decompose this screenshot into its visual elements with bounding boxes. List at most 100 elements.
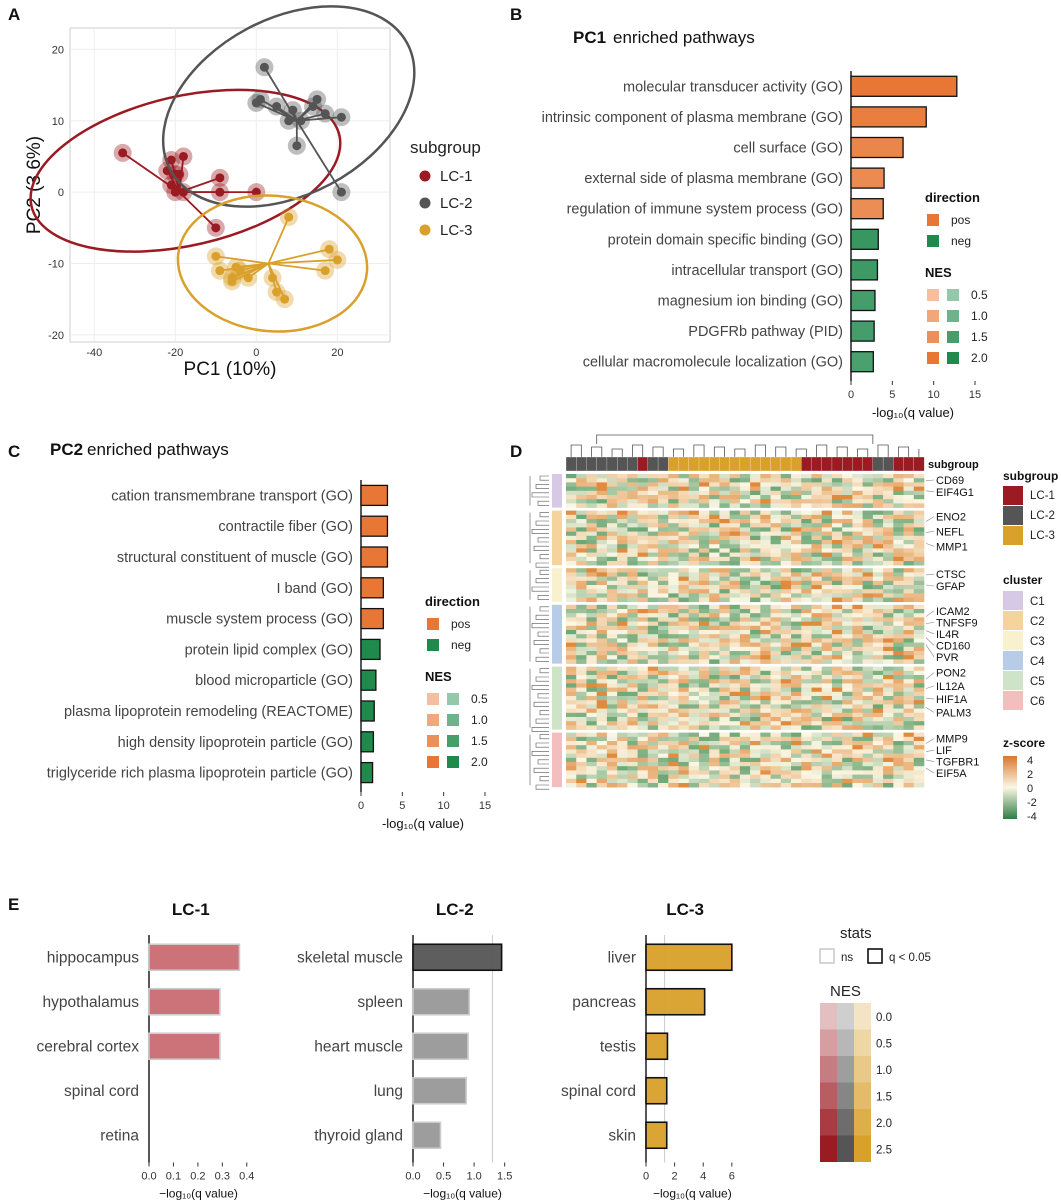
heatmap-cell <box>780 757 792 763</box>
heatmap-cell <box>606 646 618 652</box>
zscore-tick-label: 0 <box>1027 783 1033 795</box>
heatmap-cell <box>770 708 782 714</box>
heatmap-cell <box>903 666 915 672</box>
heatmap-cell <box>637 621 649 627</box>
heatmap-cell <box>780 766 792 771</box>
heatmap-cell <box>647 646 659 652</box>
heatmap-cell <box>903 687 915 693</box>
heatmap-cell <box>852 708 863 714</box>
heatmap-cell <box>842 725 853 730</box>
heatmap-cell <box>801 561 812 566</box>
dendrogram-branch <box>836 446 848 457</box>
heatmap-cell <box>688 762 700 767</box>
heatmap-cell <box>729 523 741 528</box>
heatmap-cell <box>586 589 597 594</box>
data-point-lc-3 <box>215 266 225 276</box>
heatmap-cell <box>719 770 730 775</box>
heatmap-cell <box>586 679 597 684</box>
heatmap-cell <box>872 531 884 537</box>
heatmap-cell <box>658 495 669 500</box>
heatmap-cell <box>780 717 792 722</box>
heatmap-cell <box>903 625 915 631</box>
tissue-bar <box>412 1121 442 1150</box>
heatmap-cell <box>821 642 833 648</box>
heatmap-cell <box>842 585 853 590</box>
heatmap-cell <box>709 749 720 754</box>
heatmap-cell <box>698 589 710 594</box>
heatmap-cell <box>688 609 700 614</box>
heatmap-cell <box>709 691 720 697</box>
heatmap-cell <box>658 490 669 496</box>
heatmap-cell <box>801 749 812 754</box>
heatmap-cell <box>688 634 700 639</box>
heatmap-cell <box>688 766 700 771</box>
heatmap-cell <box>760 696 771 701</box>
tissue-label: lung <box>374 1083 403 1100</box>
heatmap-cell <box>709 638 720 643</box>
heatmap-cell <box>791 670 802 676</box>
heatmap-cell <box>903 753 915 759</box>
heatmap-cell <box>627 552 638 558</box>
heatmap-cell <box>606 696 618 701</box>
heatmap-cell <box>862 757 874 763</box>
heatmap-cell <box>791 514 802 520</box>
heatmap-cell <box>903 535 915 541</box>
heatmap-cell <box>678 741 690 746</box>
heatmap-cell <box>903 597 915 603</box>
heatmap-cell <box>780 617 792 622</box>
heatmap-cell <box>883 708 894 714</box>
heatmap-cell <box>842 531 853 537</box>
heatmap-cell <box>770 589 782 594</box>
heatmap-cell <box>709 604 720 610</box>
heatmap-cell <box>698 700 710 705</box>
heatmap-cell <box>678 544 690 549</box>
heatmap-cell <box>688 597 700 603</box>
heatmap-cell <box>770 617 782 622</box>
gene-label: MMP1 <box>936 541 968 553</box>
heatmap-cell <box>811 597 823 603</box>
dendrogram-branch <box>596 434 874 444</box>
heatmap-cell <box>883 712 894 718</box>
heatmap-cell <box>862 568 874 573</box>
heatmap-cell <box>791 651 802 656</box>
heatmap-cell <box>893 535 904 541</box>
heatmap-cell <box>852 474 863 479</box>
gene-label: TGFBR1 <box>936 757 979 769</box>
heatmap-cell <box>709 655 720 660</box>
heatmap-cell <box>760 552 771 558</box>
heatmap-cell <box>668 741 679 746</box>
heatmap-cell <box>688 519 700 524</box>
direction-swatch-pos <box>427 618 439 630</box>
heatmap-cell <box>658 712 669 718</box>
zscore-colorbar <box>1003 756 1017 819</box>
heatmap-cell <box>606 625 618 631</box>
heatmap-cell <box>586 540 597 545</box>
heatmap-cell <box>596 568 608 573</box>
heatmap-cell <box>831 712 843 718</box>
heatmap-cell <box>637 646 649 652</box>
cluster-block-c4 <box>566 604 925 664</box>
heatmap-cell <box>903 499 915 504</box>
heatmap-cell <box>647 687 659 693</box>
heatmap-cell <box>637 474 649 479</box>
heatmap-cell <box>750 651 761 656</box>
heatmap-cell <box>862 585 874 590</box>
heatmap-cell <box>678 638 690 643</box>
heatmap-cell <box>780 552 792 558</box>
heatmap-cell <box>780 613 792 618</box>
heatmap-cell <box>903 478 915 483</box>
dendrogram-branch <box>816 444 828 457</box>
heatmap-cell <box>678 576 690 582</box>
heatmap-cell <box>698 655 710 660</box>
heatmap-cell <box>801 486 812 492</box>
heatmap-cell <box>658 556 669 562</box>
heatmap-cell <box>780 670 792 676</box>
heatmap-cell <box>821 708 833 714</box>
heatmap-cell <box>586 519 597 524</box>
heatmap-cell <box>688 593 700 598</box>
heatmap-cell <box>852 687 863 693</box>
heatmap-cell <box>688 749 700 754</box>
heatmap-cell <box>637 552 649 558</box>
heatmap-cell <box>913 486 925 492</box>
heatmap-cell <box>678 580 690 586</box>
